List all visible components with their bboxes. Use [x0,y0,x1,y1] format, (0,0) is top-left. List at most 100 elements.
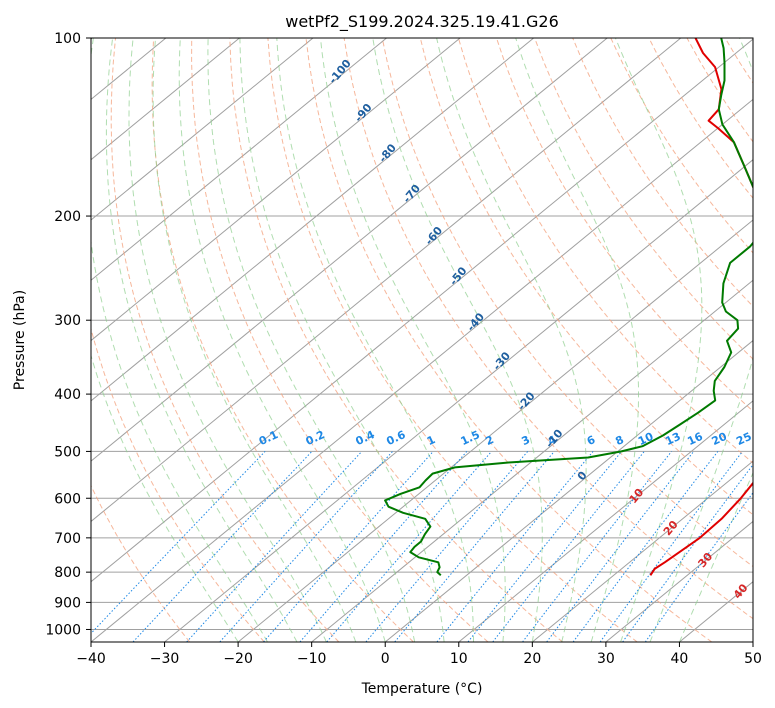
dry-adiabat-label: -50 [447,264,470,288]
mixing-ratio-label: 10 [636,430,656,448]
isotherm-line [91,38,608,462]
dry-adiabat [419,38,753,516]
dry-adiabat-label: -70 [400,182,423,206]
dry-adiabat-label: -20 [515,389,538,413]
mixing-ratio-line [436,451,594,642]
y-tick-label: 500 [54,444,81,460]
dry-adiabat [457,38,753,464]
profile-line [649,38,753,576]
moist-adiabat [91,354,239,642]
isotherm-line [532,460,753,642]
mixing-ratio-line [622,463,753,642]
isotherm-line [91,38,314,221]
mixing-ratio-line [644,491,753,642]
dry-adiabat [648,38,753,199]
dry-adiabat-label: -80 [376,141,399,165]
moist-adiabat [436,38,587,642]
x-tick-label: 20 [523,651,541,667]
moist-adiabat [320,38,506,642]
isotherm-line [91,38,682,523]
profile-line [384,38,753,577]
mixing-ratio-line [186,451,363,642]
isotherm-line [91,38,461,342]
moist-adiabat-label: 10 [627,486,647,506]
mixing-ratio-label: 6 [585,433,598,448]
y-tick-label: 700 [54,531,81,547]
dry-adiabat [191,38,489,642]
y-tick-label: 400 [54,387,81,403]
dry-adiabat [267,38,638,642]
dry-adiabat-label: -90 [352,101,375,125]
isotherm-line [91,38,534,402]
dry-adiabat [572,38,753,308]
y-axis: 100 200 300 400 500 600 700 800 900 1000 [45,31,91,638]
mixing-ratio-line [522,451,672,642]
moist-adiabat [128,38,327,642]
dry-adiabat-label: -60 [422,224,445,248]
isotherm-line [752,641,753,642]
mixing-ratio-label: 2 [483,433,495,448]
x-tick-label: 10 [450,651,468,667]
profile-series [384,38,753,577]
y-tick-label: 900 [54,595,81,611]
x-tick-label: −20 [223,651,253,667]
dry-adiabat [724,38,753,84]
moist-adiabat [276,38,474,642]
x-tick-label: 30 [597,651,615,667]
moist-adiabat [614,38,703,642]
moist-adiabat [207,38,416,642]
y-axis-title: Pressure (hPa) [12,290,28,390]
x-axis: −40 −30 −20 −10 0 10 20 30 40 50 [76,642,762,667]
x-tick-label: 50 [744,651,762,667]
moist-adiabat [239,38,445,642]
dry-adiabat [91,484,191,642]
dry-adiabat [229,38,563,642]
mixing-ratio-label: 0.2 [304,428,327,448]
mixing-ratio-line [132,451,313,642]
mixing-ratio-label: 25 [734,430,753,448]
moist-adiabat [372,38,543,642]
mixing-ratio-line [572,451,719,642]
moist-adiabat-label: 40 [731,581,751,601]
mixing-ratio-label: 30 [755,430,775,448]
mixing-ratio-line [326,451,492,642]
y-tick-label: 200 [54,209,81,225]
mixing-ratio-label: 16 [685,430,705,448]
isotherm-line [237,219,753,642]
mixing-ratio-label: 20 [710,430,730,448]
background-lines [91,38,775,642]
y-tick-label: 600 [54,491,81,507]
dry-adiabat [110,38,340,642]
chart-title: wetPf2_S199.2024.325.19.41.G26 [285,12,559,32]
y-tick-label: 300 [54,313,81,329]
x-tick-label: −30 [150,651,180,667]
mixing-ratio-line [394,451,555,642]
isotherm-line [91,38,753,583]
mixing-ratio-line [492,451,645,642]
dry-adiabat [763,38,775,642]
isotherm-line [605,520,753,642]
dry-adiabat [610,38,753,254]
x-tick-label: −40 [76,651,106,667]
dry-adiabat [534,38,753,360]
dry-adiabat-label: -10 [543,427,566,451]
isotherm-line [384,339,753,642]
mixing-ratio-line [219,451,393,642]
dry-adiabat [91,327,265,642]
y-tick-label: 800 [54,565,81,581]
isotherm-line [91,38,240,161]
x-axis-title: Temperature (°C) [361,681,483,697]
y-tick-label: 1000 [45,622,81,638]
dry-adiabat [343,38,753,620]
mixing-ratio-label: 3 [520,433,532,448]
mixing-ratio-line [365,451,529,642]
mixing-ratio-line [263,451,434,642]
moist-adiabat [678,471,753,642]
mixing-ratio-line [599,451,743,642]
moist-adiabat [178,38,386,642]
mixing-ratio-label: 13 [663,430,682,448]
mixing-ratio-label: 1 [425,433,437,448]
dry-adiabat [151,38,414,642]
moist-adiabat [649,38,753,642]
